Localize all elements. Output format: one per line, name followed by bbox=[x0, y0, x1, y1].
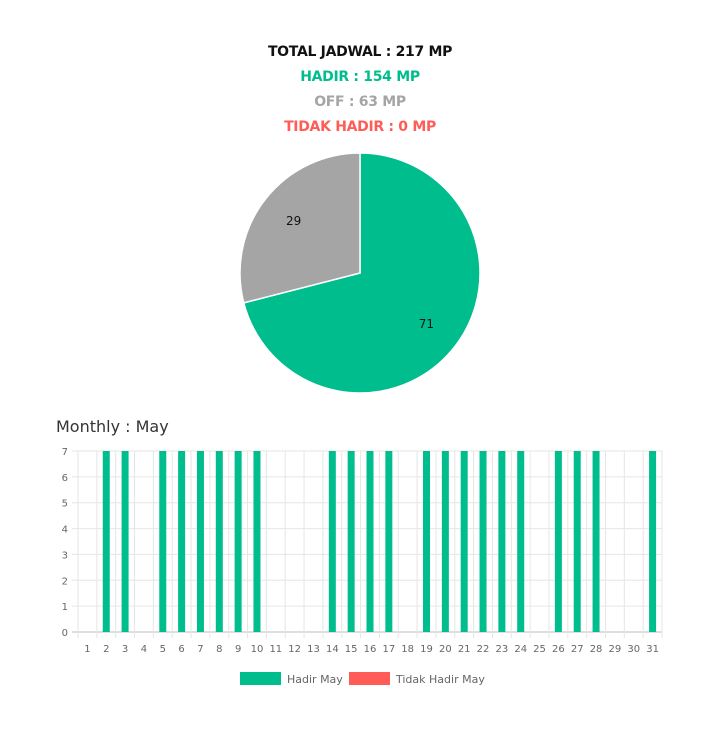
x-tick-label: 1 bbox=[84, 644, 90, 655]
bar bbox=[573, 451, 581, 632]
bar bbox=[102, 451, 110, 632]
bar bbox=[366, 451, 374, 632]
x-tick-label: 14 bbox=[326, 644, 339, 655]
pie-slice bbox=[239, 152, 361, 304]
legend-swatch bbox=[240, 672, 281, 685]
x-tick-label: 22 bbox=[477, 644, 490, 655]
x-tick-label: 11 bbox=[269, 644, 282, 655]
pie-slice bbox=[242, 152, 481, 394]
bar bbox=[592, 451, 600, 632]
bar bbox=[441, 451, 449, 632]
y-tick-label: 3 bbox=[62, 550, 68, 561]
bar bbox=[498, 451, 506, 632]
x-tick-label: 6 bbox=[178, 644, 184, 655]
x-tick-label: 9 bbox=[235, 644, 241, 655]
y-tick-label: 6 bbox=[62, 473, 68, 484]
x-tick-label: 10 bbox=[251, 644, 264, 655]
x-tick-label: 19 bbox=[420, 644, 433, 655]
monthly-title: Monthly : May bbox=[56, 417, 169, 436]
x-tick-label: 3 bbox=[122, 644, 128, 655]
y-tick-label: 2 bbox=[62, 576, 68, 587]
y-tick-label: 4 bbox=[62, 525, 68, 536]
hadir-label: HADIR : 154 MP bbox=[300, 69, 420, 85]
x-tick-label: 4 bbox=[141, 644, 147, 655]
bar bbox=[178, 451, 186, 632]
x-tick-label: 20 bbox=[439, 644, 452, 655]
legend-label: Tidak Hadir May bbox=[395, 673, 485, 686]
x-tick-label: 13 bbox=[307, 644, 320, 655]
x-tick-label: 18 bbox=[401, 644, 414, 655]
x-tick-label: 31 bbox=[646, 644, 659, 655]
legend-label: Hadir May bbox=[287, 673, 343, 686]
x-tick-label: 30 bbox=[627, 644, 640, 655]
x-tick-label: 7 bbox=[197, 644, 203, 655]
x-tick-label: 2 bbox=[103, 644, 109, 655]
total-jadwal-label: TOTAL JADWAL : 217 MP bbox=[267, 44, 453, 60]
attendance-pie-chart: 71 29 bbox=[239, 152, 481, 394]
legend-swatch bbox=[349, 672, 390, 685]
x-tick-label: 23 bbox=[496, 644, 509, 655]
bar bbox=[517, 451, 525, 632]
y-tick-label: 7 bbox=[62, 447, 68, 458]
x-tick-label: 17 bbox=[382, 644, 395, 655]
summary-stats: TOTAL JADWAL : 217 MP HADIR : 154 MP OFF… bbox=[0, 42, 720, 142]
bar bbox=[347, 451, 355, 632]
x-tick-label: 12 bbox=[288, 644, 301, 655]
x-tick-label: 16 bbox=[364, 644, 377, 655]
bar bbox=[385, 451, 393, 632]
bar bbox=[328, 451, 336, 632]
pie-slice-label: 29 bbox=[286, 214, 301, 228]
y-tick-label: 5 bbox=[62, 499, 68, 510]
pie-slice-label: 71 bbox=[419, 317, 434, 331]
bar bbox=[460, 451, 468, 632]
tidak-hadir-label: TIDAK HADIR : 0 MP bbox=[284, 119, 436, 135]
bar bbox=[121, 451, 129, 632]
x-tick-label: 24 bbox=[514, 644, 527, 655]
x-tick-label: 15 bbox=[345, 644, 358, 655]
bar bbox=[649, 451, 657, 632]
x-tick-label: 21 bbox=[458, 644, 471, 655]
y-tick-label: 1 bbox=[62, 602, 68, 613]
x-tick-label: 5 bbox=[160, 644, 166, 655]
x-tick-label: 25 bbox=[533, 644, 546, 655]
bar bbox=[159, 451, 167, 632]
x-tick-label: 8 bbox=[216, 644, 222, 655]
off-label: OFF : 63 MP bbox=[314, 94, 406, 110]
x-tick-label: 26 bbox=[552, 644, 565, 655]
x-tick-label: 28 bbox=[590, 644, 603, 655]
bar bbox=[554, 451, 562, 632]
bar bbox=[423, 451, 431, 632]
bar bbox=[234, 451, 242, 632]
x-tick-label: 27 bbox=[571, 644, 584, 655]
bar bbox=[253, 451, 261, 632]
bar bbox=[479, 451, 487, 632]
bar bbox=[196, 451, 204, 632]
x-tick-label: 29 bbox=[609, 644, 622, 655]
y-tick-label: 0 bbox=[62, 628, 68, 639]
bar bbox=[215, 451, 223, 632]
